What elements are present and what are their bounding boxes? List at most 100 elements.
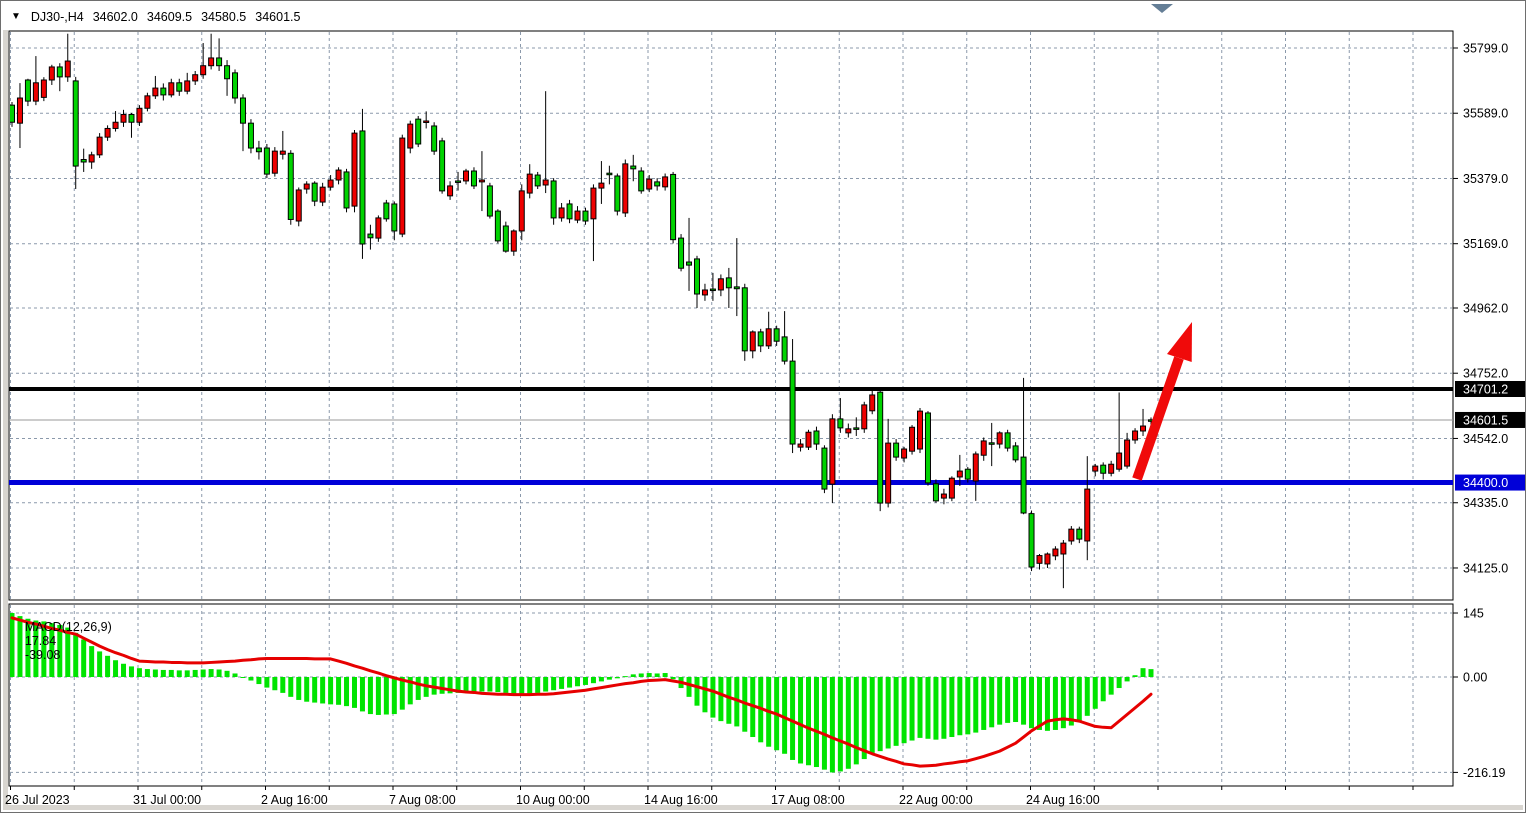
macd-histogram-bar xyxy=(917,677,923,738)
candle-body xyxy=(534,174,541,187)
macd-histogram-bar xyxy=(646,673,652,677)
candle-body xyxy=(72,80,79,167)
macd-histogram-bar xyxy=(551,677,557,691)
macd-histogram-bar xyxy=(41,621,47,677)
candle-body xyxy=(136,107,143,123)
candle-body xyxy=(383,202,390,220)
candle-body xyxy=(956,470,963,478)
candle-body xyxy=(375,217,382,239)
candle-body xyxy=(885,442,892,504)
candle-body xyxy=(343,171,350,209)
candle-body xyxy=(821,447,828,490)
macd-histogram-bar xyxy=(853,677,859,765)
chart-menu-triangle-icon[interactable]: ▼ xyxy=(11,11,21,22)
candle-body xyxy=(407,123,414,149)
candle-body xyxy=(255,147,262,153)
macd-histogram-bar xyxy=(487,677,493,692)
candle-body xyxy=(654,181,661,187)
time-axis-label: 24 Aug 16:00 xyxy=(1026,793,1100,807)
candle-body xyxy=(1036,555,1043,564)
macd-histogram-bar xyxy=(399,677,405,710)
candle-body xyxy=(144,95,151,109)
macd-histogram-bar xyxy=(121,663,127,677)
chart-title-bar[interactable]: ▼ DJ30-,H4 34602.0 34609.5 34580.5 34601… xyxy=(3,3,1523,30)
chart-shift-marker-icon[interactable] xyxy=(1151,4,1173,13)
arrow-head xyxy=(1167,322,1192,362)
candle-body xyxy=(40,79,47,98)
candle-body xyxy=(176,82,183,92)
candle-body xyxy=(478,179,485,183)
macd-histogram-bar xyxy=(336,677,342,705)
macd-histogram-bar xyxy=(1140,668,1146,677)
candle-body xyxy=(120,113,127,123)
macd-histogram-bar xyxy=(575,677,581,687)
macd-histogram-bar xyxy=(447,677,453,694)
macd-histogram-bar xyxy=(813,677,819,768)
candle-body xyxy=(311,182,318,202)
candle-body xyxy=(455,180,462,183)
red-up-arrow[interactable] xyxy=(1132,322,1192,481)
level-lines xyxy=(9,386,1453,486)
candle-body xyxy=(494,210,501,242)
candle-body xyxy=(757,331,764,347)
macd-histogram-bar xyxy=(590,677,596,684)
price-axis[interactable]: 35799.0 35589.0 35379.0 35169.0 34962.0 34752… xyxy=(1453,42,1526,576)
macd-axis[interactable]: 145 0.00 -216.19 xyxy=(1453,607,1505,780)
macd-histogram-bar xyxy=(957,677,963,736)
macd-histogram-bar xyxy=(503,677,509,693)
macd-histogram-bar xyxy=(65,627,71,677)
candle-body xyxy=(208,57,215,67)
macd-histogram-bar xyxy=(949,677,955,738)
macd-histogram-bar xyxy=(328,677,334,705)
time-axis[interactable]: 26 Jul 2023 31 Jul 00:00 2 Aug 16:00 7 Aug … xyxy=(5,786,1414,807)
candle-body xyxy=(510,230,517,252)
candle-body xyxy=(606,172,613,176)
macd-histogram-bar xyxy=(1021,677,1027,725)
macd-histogram-bar xyxy=(10,613,15,677)
candle-body xyxy=(263,147,270,175)
macd-histogram-bar xyxy=(296,677,302,700)
macd-axis-label: 145 xyxy=(1463,607,1484,621)
candle-body xyxy=(566,203,573,220)
main-chart-panel[interactable] xyxy=(8,30,1454,601)
candle-body xyxy=(24,79,31,102)
candle-body xyxy=(693,258,700,295)
candle-body xyxy=(837,418,844,429)
candle-body xyxy=(287,152,294,220)
time-axis-label: 10 Aug 00:00 xyxy=(516,793,590,807)
ohlc-close-value: 34601.5 xyxy=(255,9,301,24)
macd-histogram-bar xyxy=(1068,677,1074,726)
candle-body xyxy=(598,182,605,189)
macd-histogram-bar xyxy=(232,673,238,677)
macd-histogram-bar xyxy=(686,677,692,697)
candle-body xyxy=(996,432,1003,445)
candle-body xyxy=(972,453,979,482)
macd-histogram-bar xyxy=(638,673,644,677)
macd-histogram-bar xyxy=(989,677,995,728)
candle-body xyxy=(781,336,788,362)
macd-histogram-bar xyxy=(598,677,604,682)
macd-histogram-bar xyxy=(997,677,1003,725)
macd-histogram-bar xyxy=(49,623,55,677)
candle-body xyxy=(247,122,254,149)
macd-histogram-bar xyxy=(272,677,278,691)
macd-histogram-bar xyxy=(479,677,485,692)
time-axis-label: 7 Aug 08:00 xyxy=(389,793,456,807)
macd-histogram-bar xyxy=(113,660,119,677)
candle-body xyxy=(909,426,916,452)
macd-histogram-bar xyxy=(1005,677,1011,723)
macd-histogram-bar xyxy=(288,677,294,697)
macd-histogram-bar xyxy=(973,677,979,733)
macd-histogram-bar xyxy=(837,677,843,772)
candle-body xyxy=(232,72,239,99)
macd-histogram-bar xyxy=(160,669,166,677)
candle-body xyxy=(717,278,724,291)
candle-body xyxy=(1012,445,1019,461)
candle-body xyxy=(980,440,987,456)
macd-histogram-bar xyxy=(97,651,103,677)
candle-body xyxy=(295,189,302,222)
candle-body xyxy=(940,493,947,499)
macd-histogram-bar xyxy=(136,668,142,677)
macd-histogram-bar xyxy=(200,669,206,677)
